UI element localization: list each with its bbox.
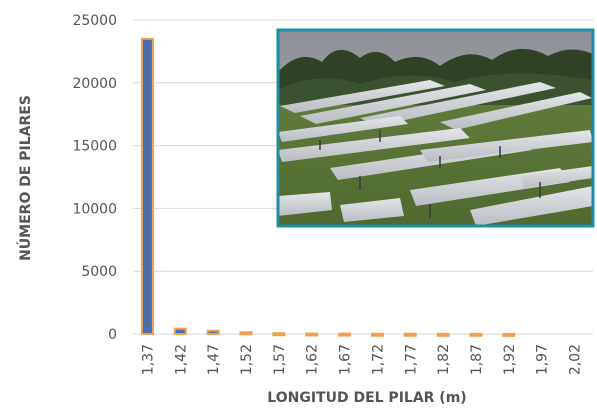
bars (140, 37, 516, 337)
bar-1-62 (305, 332, 319, 337)
inset-photo-frame (276, 28, 595, 228)
y-tick-label: 5000 (81, 264, 117, 280)
bar-1-77 (403, 332, 417, 337)
bar-1-47 (206, 329, 220, 336)
y-tick-label: 0 (108, 327, 117, 343)
bar-1-92 (502, 332, 516, 337)
bar-1-42 (173, 327, 187, 335)
y-tick-label: 10000 (72, 201, 117, 217)
x-tick-label: 1,67 (338, 344, 354, 375)
x-tick-label: 1,82 (436, 344, 452, 375)
bar-1-87 (469, 332, 483, 337)
x-tick-label: 1,37 (140, 344, 156, 375)
x-axis-ticks: 1,37 1,42 1,47 1,52 1,57 1,62 1,67 1,72 1,77 1,82… (140, 344, 583, 375)
x-tick-label: 1,47 (206, 344, 222, 375)
bar-1-57 (272, 332, 286, 337)
x-tick-label: 1,97 (535, 344, 551, 375)
x-tick-label: 1,62 (305, 344, 321, 375)
y-axis-title: NÚMERO DE PILARES (16, 95, 34, 261)
x-tick-label: 1,57 (272, 344, 288, 375)
bar-1-37 (140, 37, 154, 336)
x-tick-label: 1,42 (173, 344, 189, 375)
y-tick-label: 15000 (72, 139, 117, 155)
x-tick-label: 1,87 (469, 344, 485, 375)
x-tick-label: 2,02 (568, 344, 584, 375)
x-tick-label: 1,77 (403, 344, 419, 375)
y-tick-label: 25000 (72, 13, 117, 29)
x-tick-label: 1,72 (370, 344, 386, 375)
bar-1-67 (338, 332, 352, 337)
bar-1-72 (370, 332, 384, 337)
x-tick-label: 1,92 (502, 344, 518, 375)
bar-1-82 (436, 332, 450, 337)
solar-field-photo (278, 30, 593, 226)
y-axis-ticks: 0 5000 10000 15000 20000 25000 (72, 13, 117, 343)
x-tick-label: 1,52 (239, 344, 255, 375)
x-axis-title: LONGITUD DEL PILAR (m) (267, 390, 466, 406)
y-tick-label: 20000 (72, 76, 117, 92)
bar-1-52 (239, 331, 253, 336)
